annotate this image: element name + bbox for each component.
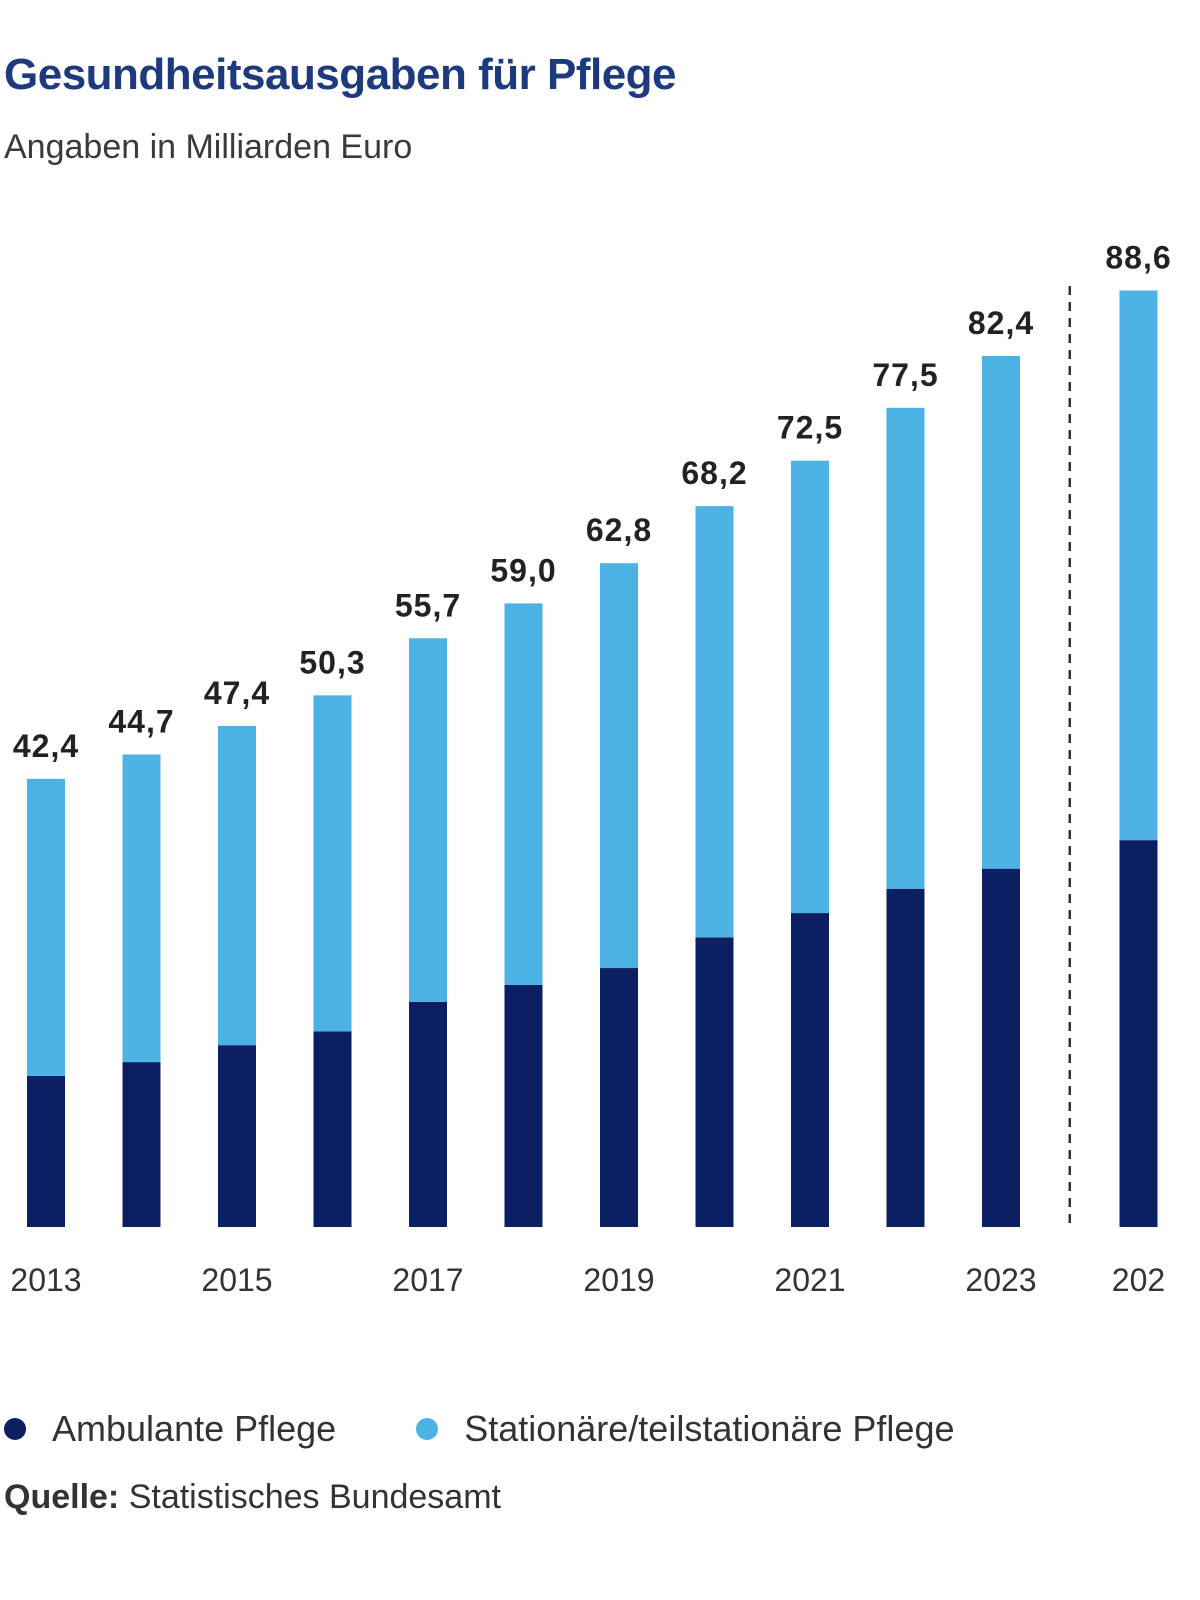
x-tick-2013: 2013: [10, 1262, 81, 1298]
bar-ambulant-2020: [695, 937, 734, 1227]
bar-ambulant-2013: [27, 1075, 65, 1227]
value-label-2018: 59,0: [490, 552, 556, 588]
bar-stationaer-2023: [982, 356, 1020, 869]
source-key: Quelle:: [4, 1478, 120, 1516]
x-axis-ticks: 2013 2015 2017 2019 2021 2023 202: [10, 1262, 1165, 1298]
bar-stationaer-2022: [886, 407, 925, 889]
value-label-2015: 47,4: [204, 675, 270, 711]
legend-dot-ambulant: [4, 1418, 26, 1440]
value-label-2020: 68,2: [681, 455, 747, 491]
x-tick-2021: 2021: [774, 1262, 845, 1298]
bar-stationaer-2017: [409, 638, 447, 1002]
legend-label-stationaer: Stationäre/teilstationäre Pflege: [464, 1408, 955, 1449]
bars-group: [27, 290, 1158, 1227]
value-label-2016: 50,3: [299, 644, 365, 680]
legend: Ambulante Pflege Stationäre/teilstationä…: [4, 1408, 1035, 1450]
bar-ambulant-2017: [409, 1001, 447, 1227]
bar-ambulant-2019: [600, 968, 638, 1227]
value-label-2014: 44,7: [108, 704, 174, 740]
bar-ambulant-2024: [1119, 840, 1158, 1227]
bar-ambulant-2023: [982, 868, 1020, 1227]
source-value: Statistisches Bundesamt: [119, 1478, 501, 1516]
bar-stationaer-2020: [695, 506, 734, 938]
value-label-2021: 72,5: [777, 410, 843, 446]
value-label-2023: 82,4: [968, 305, 1034, 341]
x-tick-2017: 2017: [392, 1262, 463, 1298]
legend-label-ambulant: Ambulante Pflege: [52, 1408, 337, 1449]
bar-ambulant-2022: [886, 888, 925, 1227]
bar-ambulant-2015: [218, 1045, 256, 1227]
bar-ambulant-2018: [504, 984, 543, 1227]
bar-ambulant-2014: [122, 1062, 161, 1227]
bar-stationaer-2013: [27, 778, 65, 1076]
value-label-2019: 62,8: [586, 512, 652, 548]
bar-stationaer-2015: [218, 725, 256, 1046]
value-label-2013: 42,4: [13, 728, 79, 764]
value-label-2024: 88,6: [1105, 239, 1171, 275]
bar-stationaer-2018: [504, 603, 543, 985]
bar-stationaer-2016: [313, 695, 352, 1032]
stacked-bar-chart: 42,4 44,7 47,4 50,3 55,7 59,0 62,8 68,2 72,5 77,5…: [10, 239, 1171, 1298]
bar-stationaer-2021: [791, 460, 829, 914]
x-tick-2015: 2015: [201, 1262, 272, 1298]
bar-stationaer-2024: [1119, 290, 1158, 841]
x-tick-2024: 202: [1112, 1262, 1165, 1298]
bar-stationaer-2014: [122, 754, 161, 1063]
bar-ambulant-2021: [791, 913, 829, 1227]
legend-dot-stationaer: [416, 1418, 439, 1440]
x-tick-2023: 2023: [965, 1262, 1036, 1298]
bar-stationaer-2019: [600, 563, 638, 969]
chart-subtitle: Angaben in Milliarden Euro: [4, 128, 413, 166]
value-label-2022: 77,5: [872, 357, 938, 393]
x-tick-2019: 2019: [583, 1262, 654, 1298]
legend-item-ambulant: Ambulante Pflege: [4, 1408, 336, 1450]
source-note: Quelle: Statistisches Bundesamt: [4, 1478, 501, 1517]
bar-ambulant-2016: [313, 1031, 352, 1227]
value-label-2017: 55,7: [395, 587, 461, 623]
legend-item-stationaer: Stationäre/teilstationäre Pflege: [416, 1408, 955, 1450]
value-labels-group: 42,4 44,7 47,4 50,3 55,7 59,0 62,8 68,2 72,5 77,5…: [13, 239, 1171, 764]
chart-title: Gesundheitsausgaben für Pflege: [4, 50, 677, 99]
